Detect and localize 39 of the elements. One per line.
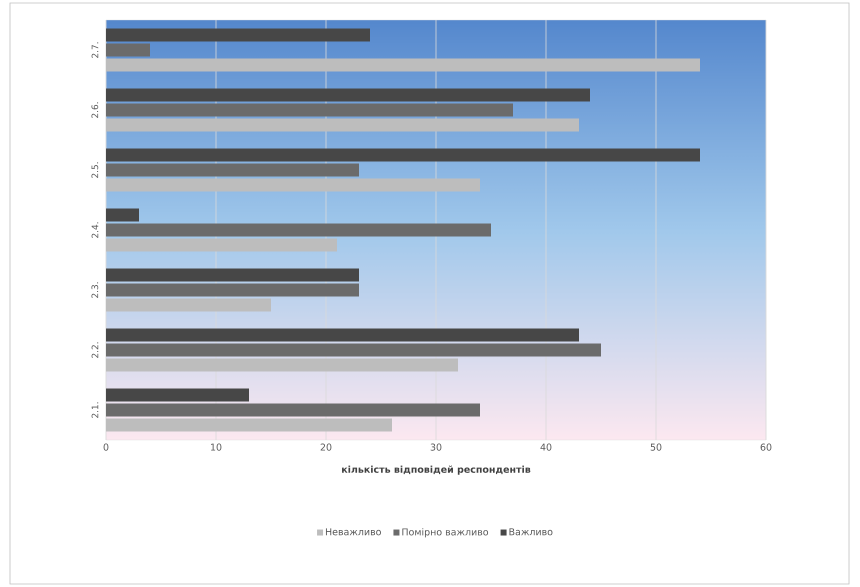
bar	[106, 388, 249, 402]
y-tick-label: 2.7.	[92, 42, 98, 58]
bar	[106, 164, 359, 176]
x-axis-title: кількість відповідей респондентів	[342, 466, 530, 475]
y-tick-label: 2.5.	[91, 162, 98, 178]
y-tick-label: 2.2.	[92, 342, 98, 358]
x-tick-label: 0	[104, 444, 108, 451]
bar	[106, 28, 370, 42]
bar	[106, 224, 491, 237]
legend-label: Помірно важливо	[402, 528, 488, 538]
x-tick-label: 10	[211, 444, 222, 451]
x-tick-label: 30	[430, 444, 442, 451]
bar	[106, 268, 359, 282]
bar	[106, 418, 392, 432]
y-tick-label: 2.6.	[91, 102, 98, 118]
bar	[106, 104, 513, 116]
bar	[106, 298, 271, 312]
x-tick-label: 50	[650, 444, 662, 451]
bar	[106, 58, 700, 72]
bar	[106, 328, 579, 342]
bar	[106, 208, 139, 222]
bar	[106, 148, 700, 162]
x-tick-label: 60	[760, 444, 772, 451]
x-tick-label: 40	[540, 444, 552, 451]
y-tick-label: 2.4.	[92, 222, 98, 238]
legend-label: Неважливо	[326, 528, 381, 536]
y-tick-label: 2.1.	[92, 402, 98, 418]
bar	[106, 358, 458, 372]
bar	[106, 44, 150, 56]
bar	[106, 118, 579, 132]
y-tick-label: 2.3.	[91, 282, 98, 298]
bar	[106, 238, 337, 252]
bar	[106, 284, 359, 297]
bar	[106, 404, 480, 417]
bar	[106, 178, 480, 192]
bar	[106, 344, 601, 357]
legend-label: Важливо	[509, 528, 552, 536]
x-tick-label: 20	[320, 444, 332, 451]
bar	[106, 88, 590, 102]
